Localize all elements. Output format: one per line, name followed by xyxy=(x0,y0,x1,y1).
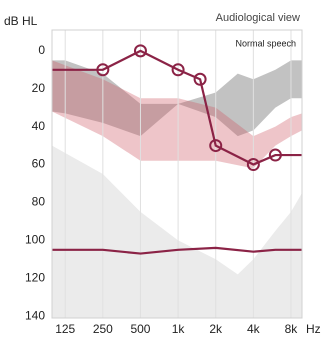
y-tick-label: 60 xyxy=(32,157,46,171)
marker xyxy=(133,44,147,58)
x-tick-label: 2k xyxy=(209,322,223,336)
marker xyxy=(171,63,185,77)
marker xyxy=(268,148,282,162)
x-tick-label: 125 xyxy=(55,322,75,336)
x-tick-label: 1k xyxy=(172,322,186,336)
band xyxy=(52,145,302,318)
y-tick-label: 0 xyxy=(38,43,45,57)
marker xyxy=(246,158,260,172)
x-axis-label: Hz xyxy=(306,322,321,336)
marker xyxy=(96,63,110,77)
series-line xyxy=(52,49,302,166)
y-tick-label: 20 xyxy=(32,81,46,95)
band xyxy=(52,60,302,137)
y-tick-label: 40 xyxy=(32,119,46,133)
lines xyxy=(52,44,302,255)
y-tick-label: 80 xyxy=(32,195,46,209)
chart-title: Audiological view xyxy=(216,12,300,24)
y-tick-label: 140 xyxy=(25,308,45,322)
plot-frame xyxy=(51,29,303,319)
x-tick-label: 500 xyxy=(130,322,150,336)
y-tick-label: 120 xyxy=(25,270,45,284)
marker xyxy=(193,72,207,86)
grid xyxy=(64,30,292,318)
bands xyxy=(52,60,302,318)
band xyxy=(52,60,302,169)
annotation: Normal speech xyxy=(235,38,296,48)
y-axis-label: dB HL xyxy=(4,14,38,28)
x-tick-label: 4k xyxy=(247,322,261,336)
marker xyxy=(209,139,223,153)
x-tick-label: 8k xyxy=(285,322,299,336)
y-tick-label: 100 xyxy=(25,232,45,246)
x-tick-label: 250 xyxy=(93,322,113,336)
series-line xyxy=(52,246,302,255)
